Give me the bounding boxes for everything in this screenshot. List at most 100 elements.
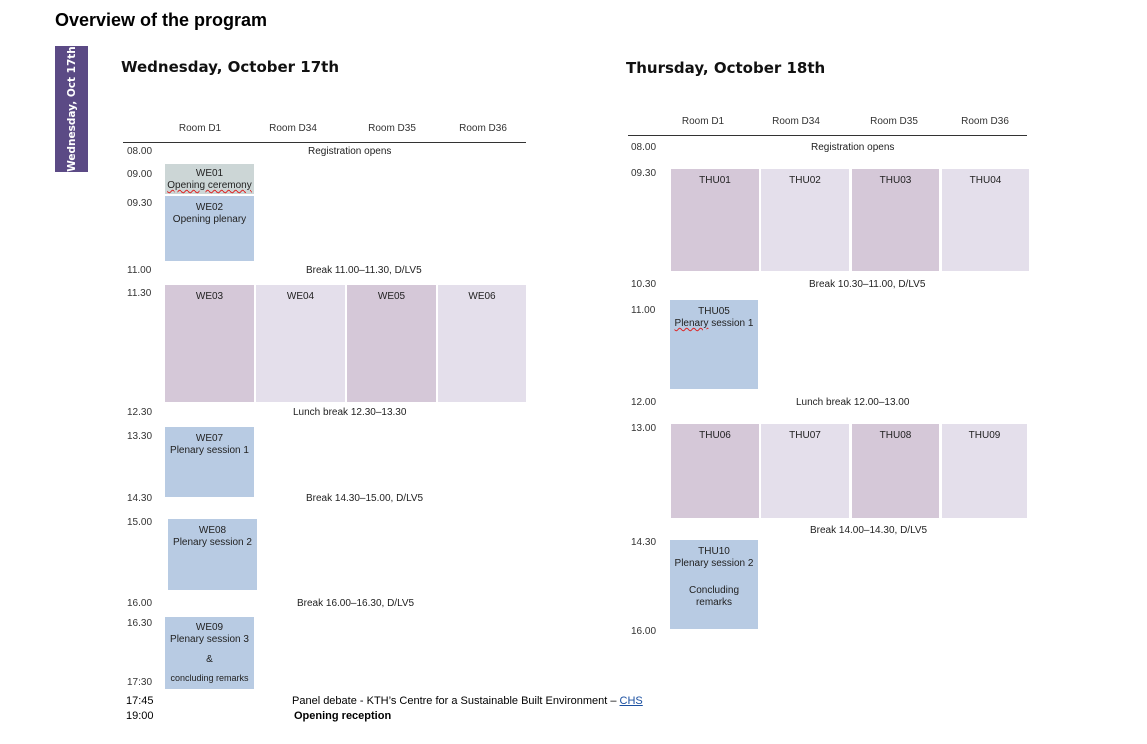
session-extra: Concluding [688,585,740,596]
time-label: 16.00 [631,626,657,637]
session-we01[interactable]: WE01 Opening ceremony [165,164,254,194]
break-note: Break 14.00–14.30, D/LV5 [810,525,928,536]
session-code: THU04 [969,175,1002,186]
room-header: Room D1 [178,123,222,134]
session-thu01[interactable]: THU01 [671,169,759,271]
session-code: THU05 [698,306,730,317]
session-thu10[interactable]: THU10 Plenary session 2 Concluding remar… [670,540,758,629]
session-code: WE05 [377,291,406,302]
session-title: Plenary session 1 [170,445,249,456]
session-code: WE03 [195,291,224,302]
registration-note: Registration opens [811,142,895,153]
session-code: THU08 [879,430,912,441]
time-label: 16.00 [127,598,153,609]
session-thu06[interactable]: THU06 [671,424,759,518]
time-label: 17:30 [127,677,153,688]
break-note: Break 16.00–16.30, D/LV5 [297,598,415,609]
time-label: 13.00 [631,423,657,434]
session-thu07[interactable]: THU07 [761,424,849,518]
side-tab-wednesday[interactable]: Wednesday, Oct 17th [55,46,88,172]
session-code: THU02 [789,175,821,186]
time-label: 09.30 [631,168,657,179]
session-we02[interactable]: WE02 Opening plenary [165,196,254,261]
session-title: Plenary session 3 [170,634,249,645]
session-code: THU06 [699,430,731,441]
session-code: WE08 [198,525,227,536]
session-title: Plenary session 2 [173,537,252,548]
session-we03[interactable]: WE03 [165,285,254,402]
time-label: 09.30 [127,198,153,209]
session-thu08[interactable]: THU08 [852,424,939,518]
wednesday-title: Wednesday, October 17th [121,58,340,76]
session-title-a: Plenary [674,318,709,329]
side-tab-label: Wednesday, Oct 17th [65,46,78,172]
time-label: 08.00 [127,146,153,157]
time-label: 13.30 [127,431,153,442]
session-thu04[interactable]: THU04 [942,169,1029,271]
session-code: THU09 [968,430,1001,441]
room-header: Room D34 [772,116,820,127]
room-header: Room D34 [269,123,317,134]
session-title: Plenary session 2 [674,558,754,569]
session-title: Plenary session 1 [670,318,758,330]
chs-link[interactable]: CHS [619,695,643,707]
session-extra: remarks [695,597,733,608]
session-we08[interactable]: WE08 Plenary session 2 [168,519,257,590]
session-code: THU03 [879,175,912,186]
break-note: Break 10.30–11.00, D/LV5 [809,279,926,290]
session-thu03[interactable]: THU03 [852,169,939,271]
lunch-note: Lunch break 12.00–13.00 [796,397,910,408]
session-thu05[interactable]: THU05 Plenary session 1 [670,300,758,389]
time-label: 11.00 [631,305,656,316]
session-extra: concluding remarks [170,673,249,683]
session-code: WE07 [195,433,224,444]
panel-debate: Panel debate - KTH’s Centre for a Sustai… [292,695,643,707]
session-code: WE01 [195,168,224,179]
session-code: THU07 [789,430,821,441]
break-note: Break 11.00–11.30, D/LV5 [306,265,422,276]
session-we04[interactable]: WE04 [256,285,345,402]
session-code: THU10 [698,546,730,557]
bottom-time: 17:45 [126,695,154,707]
session-we07[interactable]: WE07 Plenary session 1 [165,427,254,497]
session-code: WE04 [286,291,315,302]
time-label: 15.00 [127,517,153,528]
time-label: 08.00 [631,142,657,153]
registration-note: Registration opens [308,146,392,157]
thursday-title: Thursday, October 18th [626,59,826,77]
room-header: Room D36 [961,116,1009,127]
session-code: WE02 [195,202,224,213]
session-we06[interactable]: WE06 [438,285,526,402]
session-title: Opening ceremony [167,180,252,191]
panel-debate-text: Panel debate - KTH’s Centre for a Sustai… [292,695,620,707]
header-divider [628,135,1027,136]
time-label: 12.00 [631,397,657,408]
header-divider [123,142,526,143]
session-thu02[interactable]: THU02 [761,169,849,271]
lunch-note: Lunch break 12.30–13.30 [293,407,407,418]
time-label: 09.00 [127,169,153,180]
break-note: Break 14.30–15.00, D/LV5 [306,493,424,504]
session-thu09[interactable]: THU09 [942,424,1027,518]
time-label: 11.00 [127,265,152,276]
time-label: 11.30 [127,288,152,299]
session-title: Opening plenary [172,214,247,225]
bottom-time: 19:00 [126,710,154,722]
session-code: WE06 [468,291,496,302]
time-label: 16.30 [127,618,153,629]
session-we05[interactable]: WE05 [347,285,436,402]
time-label: 12.30 [127,407,153,418]
session-we09[interactable]: WE09 Plenary session 3 & concluding rema… [165,617,254,689]
room-header: Room D35 [368,123,416,134]
session-code: WE09 [195,622,224,633]
opening-reception: Opening reception [294,710,392,722]
time-label: 10.30 [631,279,657,290]
time-label: 14.30 [631,537,657,548]
time-label: 14.30 [127,493,153,504]
room-header: Room D36 [459,123,507,134]
session-title-b: session 1 [708,318,754,329]
session-amp: & [206,654,213,665]
session-code: THU01 [699,175,731,186]
page-title: Overview of the program [55,10,268,30]
room-header: Room D1 [681,116,725,127]
